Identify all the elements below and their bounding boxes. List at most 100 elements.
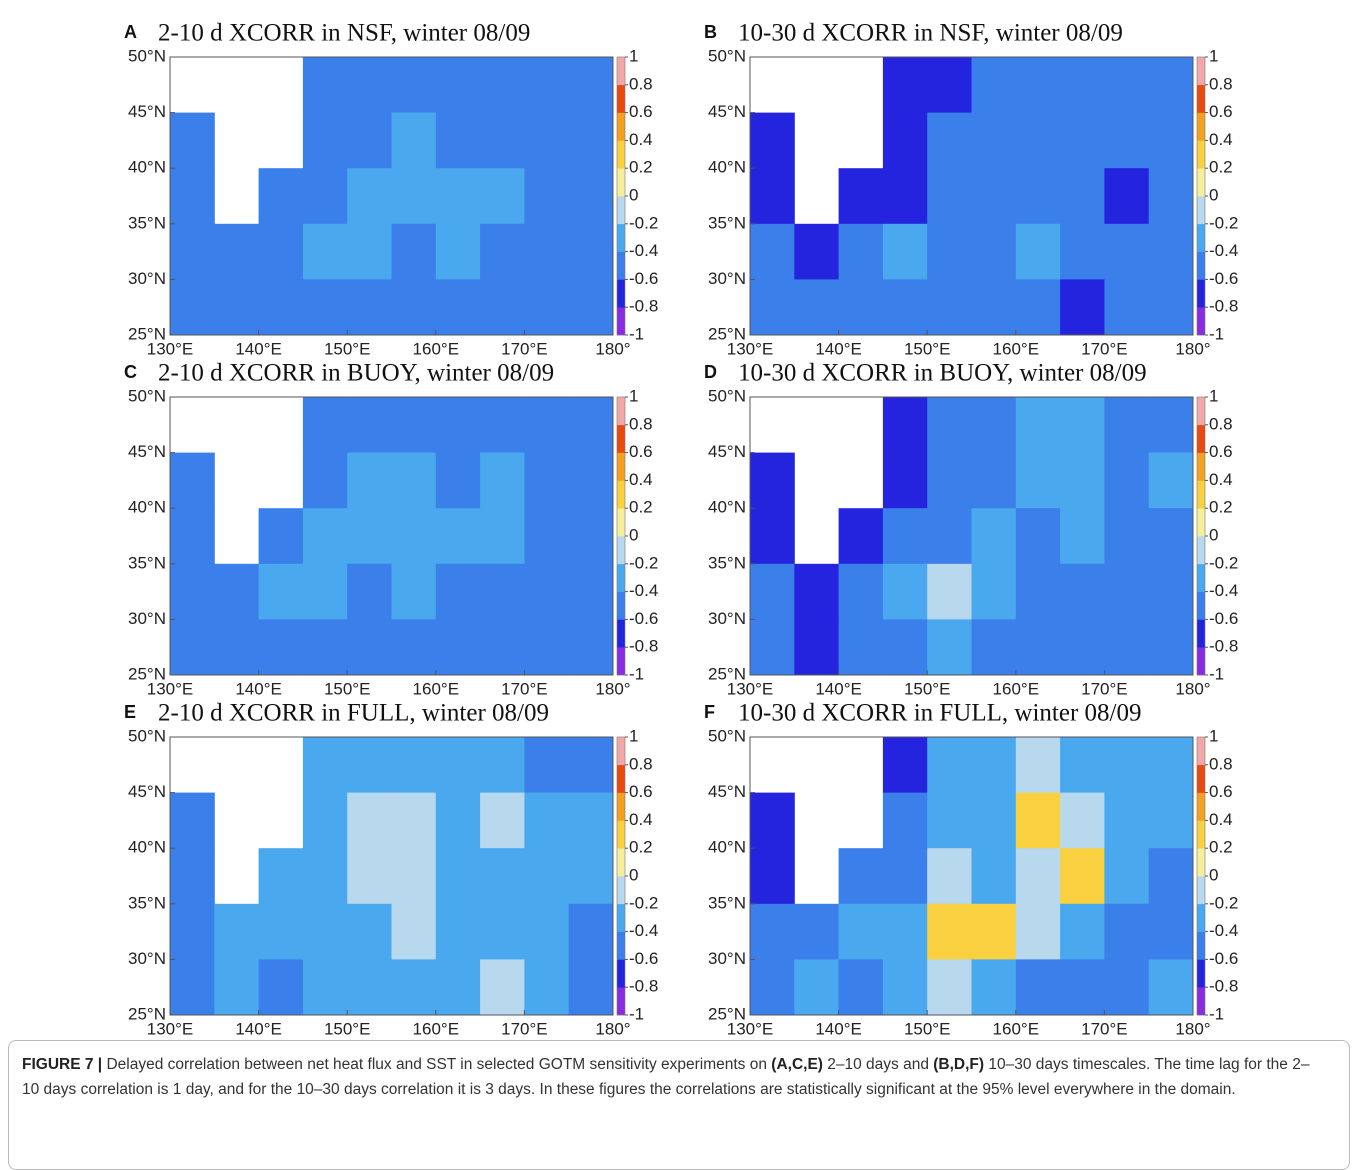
- field-cell: [302, 959, 348, 1016]
- field-cell: [524, 168, 570, 225]
- field-cell: [1015, 112, 1061, 169]
- colorbar-tick-label: 0.8: [1209, 754, 1233, 773]
- colorbar-tick-label: 0.6: [629, 442, 653, 461]
- colorbar-band: [1197, 848, 1205, 877]
- field-cell: [568, 959, 614, 1016]
- y-tick-label: 45°N: [128, 442, 166, 461]
- caption: FIGURE 7 | Delayed correlation between n…: [22, 1052, 1322, 1102]
- field-cell: [568, 112, 614, 169]
- x-tick-label: 160°E: [993, 1019, 1040, 1038]
- colorbar-tick-label: -0.4: [1209, 581, 1238, 600]
- field-cell: [214, 619, 260, 676]
- colorbar-tick-label: 0.2: [1209, 498, 1233, 517]
- field-cell: [347, 508, 392, 565]
- colorbar-tick-label: 0: [629, 525, 638, 544]
- x-tick-label: 180°: [595, 679, 630, 698]
- colorbar-tick-label: 0.8: [629, 754, 653, 773]
- panel-label: F: [704, 702, 715, 722]
- x-tick-label: 130°E: [727, 1019, 774, 1038]
- y-tick-label: 50°N: [708, 726, 746, 745]
- field-cell: [927, 737, 972, 794]
- colorbar-tick-label: -0.2: [1209, 893, 1238, 912]
- colorbar-band: [1197, 647, 1205, 676]
- field-cell: [750, 848, 795, 905]
- field-cell: [302, 848, 348, 905]
- field-cell: [568, 397, 614, 454]
- field-cell: [347, 959, 392, 1016]
- field-cell: [170, 168, 215, 225]
- colorbar-band: [1197, 737, 1205, 766]
- field-cell: [435, 563, 481, 620]
- field-cell: [435, 57, 481, 114]
- x-tick-label: 180°: [595, 1019, 630, 1038]
- field-cell: [568, 903, 614, 960]
- field-cell: [524, 223, 570, 280]
- colorbar-tick-label: -0.6: [1209, 269, 1238, 288]
- colorbar-band: [1197, 452, 1205, 481]
- colorbar-tick-label: 0.2: [629, 838, 653, 857]
- caption-segment: 2–10 days and: [822, 1056, 934, 1073]
- field-cell: [971, 508, 1017, 565]
- colorbar-tick-label: 0.8: [1209, 414, 1233, 433]
- colorbar-tick-label: 1: [629, 726, 638, 745]
- field-cell: [347, 903, 392, 960]
- colorbar-tick-label: -0.6: [1209, 609, 1238, 628]
- field-cell: [1148, 619, 1194, 676]
- field-cell: [391, 848, 437, 905]
- field-cell: [1015, 848, 1061, 905]
- panel-label: D: [704, 362, 717, 382]
- field-cell: [882, 397, 928, 454]
- field-cell: [524, 57, 570, 114]
- colorbar-tick-label: -0.8: [1209, 977, 1238, 996]
- y-tick-label: 40°N: [128, 158, 166, 177]
- field-cell: [927, 619, 972, 676]
- field-cell: [882, 452, 928, 509]
- field-cell: [480, 737, 525, 794]
- field-cell: [480, 619, 525, 676]
- colorbar-tick-label: -1: [629, 1004, 644, 1023]
- y-tick-label: 30°N: [708, 609, 746, 628]
- colorbar-band: [617, 397, 625, 426]
- field-cell: [1015, 737, 1061, 794]
- y-tick-label: 50°N: [708, 46, 746, 65]
- y-tick-label: 45°N: [128, 102, 166, 121]
- field-cell: [794, 959, 840, 1016]
- field-cell: [1148, 452, 1194, 509]
- panel-title: 10-30 d XCORR in BUOY, winter 08/09: [738, 360, 1147, 387]
- caption-segment: (A,C,E): [771, 1056, 823, 1073]
- field-cell: [750, 508, 795, 565]
- field-cell: [170, 508, 215, 565]
- field-cell: [1060, 279, 1105, 336]
- y-tick-label: 25°N: [708, 324, 746, 343]
- colorbar-band: [1197, 140, 1205, 169]
- field-cell: [1104, 737, 1150, 794]
- x-tick-label: 150°E: [904, 1019, 951, 1038]
- field-cell: [480, 959, 525, 1016]
- field-cell: [1060, 792, 1105, 849]
- field-cell: [927, 848, 972, 905]
- x-tick-label: 170°E: [501, 339, 548, 358]
- colorbar-band: [1197, 591, 1205, 620]
- colorbar-tick-label: -1: [1209, 1004, 1224, 1023]
- colorbar-tick-label: 0.6: [629, 782, 653, 801]
- colorbar-tick-label: -0.8: [629, 297, 658, 316]
- y-tick-label: 45°N: [708, 102, 746, 121]
- y-tick-label: 30°N: [708, 269, 746, 288]
- field-cell: [1148, 112, 1194, 169]
- y-tick-label: 35°N: [708, 893, 746, 912]
- field-cell: [1060, 903, 1105, 960]
- colorbar-tick-label: -0.2: [629, 213, 658, 232]
- y-tick-label: 30°N: [128, 609, 166, 628]
- colorbar-band: [617, 196, 625, 225]
- field-cell: [1148, 508, 1194, 565]
- field-cell: [1148, 903, 1194, 960]
- colorbar-tick-label: 0: [629, 185, 638, 204]
- y-tick-label: 30°N: [708, 949, 746, 968]
- y-tick-label: 25°N: [128, 664, 166, 683]
- field-cell: [435, 903, 481, 960]
- caption-segment: FIGURE 7 |: [22, 1056, 103, 1073]
- colorbar-tick-label: -1: [629, 324, 644, 343]
- colorbar-tick-label: 0.4: [1209, 470, 1233, 489]
- field-cell: [838, 903, 884, 960]
